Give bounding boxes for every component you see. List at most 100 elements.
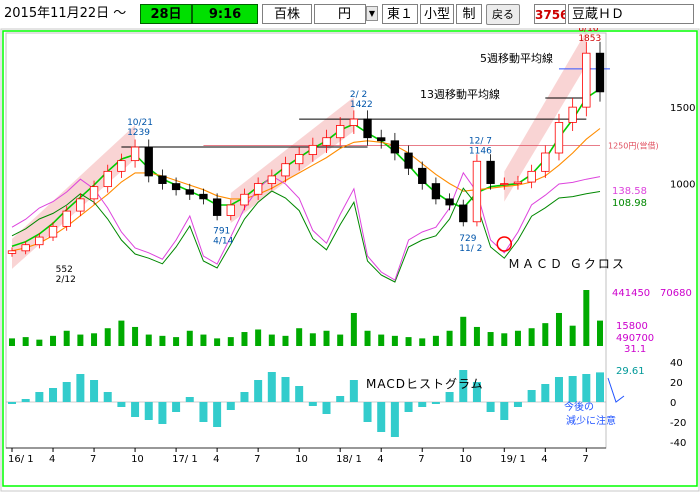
moving-average-line [11,128,601,252]
volume-bar [255,329,262,346]
annotation-label: 1146 [469,146,492,156]
volume-bar [542,323,549,346]
volume-bar [597,320,603,346]
candle-body [76,198,85,212]
macd-line [11,187,601,283]
y-tick-label: 20 [670,378,683,389]
candle-body [267,175,276,184]
candle-body [377,137,386,142]
x-tick-label: 16/ 1 [8,454,34,465]
segment-label: 小型 [420,4,454,24]
histogram-bar [281,377,290,402]
volume-label: 15800 [616,321,648,332]
volume-bar [350,312,357,346]
macd-gcross-label: ＭＡＣＤ Ｇクロス [508,257,626,271]
y-tick-label: 1000 [670,180,695,191]
histogram-bar [49,388,58,402]
volume-bar [159,335,166,346]
candle-body [21,244,30,252]
histogram-bar [199,402,208,422]
candle-body [199,193,208,200]
histogram-bar [117,402,126,407]
histogram-bar [295,386,304,402]
histogram-bar [486,402,495,412]
x-tick-label: 10 [131,454,144,465]
candle-body [103,170,112,188]
candle-body [322,137,331,146]
volume-bar [186,330,193,346]
time-display: 9:16 [192,4,258,24]
x-tick-label: 4 [541,454,547,465]
annotation-label: 552 [56,265,73,275]
histogram-bar [527,390,536,402]
histogram-bar [103,392,112,402]
histogram-bar [322,402,331,414]
candle-body [541,152,550,172]
histogram-bar [336,396,345,402]
volume-bar [391,335,398,346]
histogram-bar [500,402,509,420]
volume-bar [214,338,221,346]
histogram-bar [596,372,604,402]
macd-value-label: 138.58 [612,186,647,197]
candle-body [281,163,290,177]
histogram-bar [144,402,153,420]
histogram-bar [472,382,481,402]
volume-bar [405,337,412,346]
y-tick-label: -20 [670,418,686,429]
currency-select[interactable]: 円 [314,4,366,24]
back-button[interactable]: 戻る [486,4,520,25]
histogram-bar [172,402,181,412]
volume-bar [364,330,371,346]
histogram-bar [131,402,140,417]
caution-note: 今後の [564,400,594,413]
x-tick-label: 17/ 1 [172,454,198,465]
volume-bar [446,330,453,346]
volume-bar [309,333,316,346]
x-tick-label: 10 [295,454,308,465]
volume-bar [296,328,303,346]
volume-bar [282,335,289,346]
trend-band [504,31,587,202]
volume-bar [50,335,57,346]
candle-body [7,250,17,254]
moving-average-line [11,88,601,247]
volume-bar [118,320,125,346]
candle-body [295,154,304,165]
histogram-bar [8,402,16,404]
candle-body [513,181,523,184]
volume-bar [528,328,535,346]
volume-bar [63,330,70,346]
histogram-bar [513,402,522,407]
histogram-bar [254,380,263,402]
period-day: 28日 [140,4,192,24]
candle-body [459,204,468,223]
histogram-bar [226,402,235,410]
volume-label: 490700 [616,333,654,344]
candle-body [595,52,605,93]
histogram-bar [21,399,30,402]
volume-bar [378,334,385,346]
candle-body [48,225,58,238]
histogram-bar [431,402,440,404]
candle-body [390,140,400,154]
volume-label: 441450 [612,288,650,299]
y-tick-label: 40 [670,358,683,369]
chevron-down-icon[interactable]: ▼ [366,6,378,21]
market-label: 東１ [382,4,418,24]
volume-bar [419,338,426,346]
trend-band [12,125,136,269]
x-axis: 16/ 1 4 7 10 17/ 1 4 7 10 18/ 1 4 7 10 19/ 1 4 7 [6,447,606,465]
volume-bar [145,334,152,346]
volume-bar [77,334,84,346]
histogram-bar [90,380,99,402]
x-tick-label: 7 [582,454,588,465]
histogram-bar [418,402,427,407]
annotation-label: 12/ 7 [469,136,492,146]
histogram-bar [582,374,591,402]
date-range: 2015年11月22日 ～ [4,6,127,21]
candle-body [582,52,591,108]
y-tick-label: -40 [670,438,686,449]
